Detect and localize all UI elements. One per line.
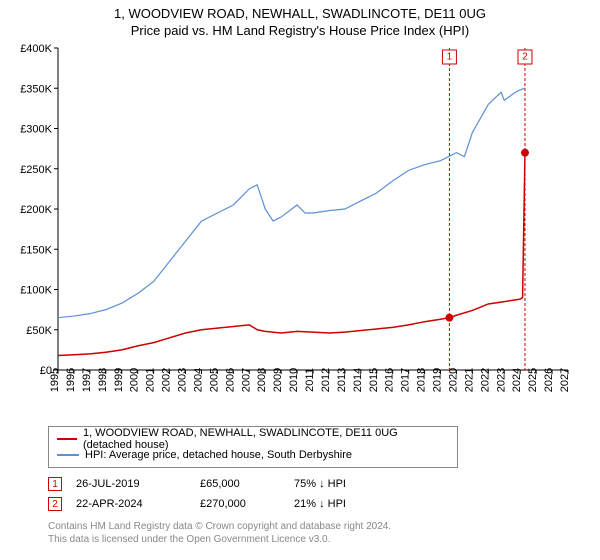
svg-text:2027: 2027 (559, 368, 571, 392)
svg-text:2006: 2006 (224, 368, 236, 392)
footer-line1: Contains HM Land Registry data © Crown c… (48, 520, 600, 533)
legend-label-hpi: HPI: Average price, detached house, Sout… (85, 449, 352, 461)
legend-label-property: 1, WOODVIEW ROAD, NEWHALL, SWADLINCOTE, … (83, 427, 449, 451)
svg-text:1: 1 (447, 52, 453, 63)
datapoint-pct-1: 75% ↓ HPI (294, 478, 394, 490)
datapoint-price-2: £270,000 (200, 498, 280, 510)
svg-text:2025: 2025 (527, 368, 539, 392)
datapoint-row-2: 2 22-APR-2024 £270,000 21% ↓ HPI (48, 494, 600, 514)
svg-text:2009: 2009 (272, 368, 284, 392)
svg-text:2021: 2021 (463, 368, 475, 392)
legend-swatch-property (57, 438, 77, 440)
svg-text:2003: 2003 (177, 368, 189, 392)
svg-text:2018: 2018 (416, 368, 428, 392)
svg-text:2001: 2001 (145, 368, 157, 392)
svg-text:£100K: £100K (20, 285, 52, 297)
svg-text:1995: 1995 (49, 368, 61, 392)
svg-text:2023: 2023 (495, 368, 507, 392)
svg-text:2004: 2004 (192, 368, 204, 392)
svg-text:2012: 2012 (320, 368, 332, 392)
legend-swatch-hpi (57, 454, 79, 456)
footer-line2: This data is licensed under the Open Gov… (48, 533, 600, 546)
svg-text:£400K: £400K (20, 43, 52, 55)
legend: 1, WOODVIEW ROAD, NEWHALL, SWADLINCOTE, … (48, 426, 458, 468)
svg-text:2024: 2024 (511, 368, 523, 392)
datapoint-price-1: £65,000 (200, 478, 280, 490)
chart-title-block: 1, WOODVIEW ROAD, NEWHALL, SWADLINCOTE, … (0, 0, 600, 40)
svg-text:£250K: £250K (20, 164, 52, 176)
svg-text:2015: 2015 (368, 368, 380, 392)
svg-text:£300K: £300K (20, 124, 52, 136)
svg-text:2019: 2019 (432, 368, 444, 392)
chart-area: £0£50K£100K£150K£200K£250K£300K£350K£400… (10, 40, 580, 420)
svg-text:2022: 2022 (479, 368, 491, 392)
svg-text:1998: 1998 (97, 368, 109, 392)
svg-text:£150K: £150K (20, 244, 52, 256)
svg-text:2002: 2002 (161, 368, 173, 392)
svg-text:2005: 2005 (208, 368, 220, 392)
svg-text:£200K: £200K (20, 204, 52, 216)
svg-text:£350K: £350K (20, 83, 52, 95)
chart-svg: £0£50K£100K£150K£200K£250K£300K£350K£400… (10, 40, 580, 420)
svg-text:1997: 1997 (81, 368, 93, 392)
datapoint-table: 1 26-JUL-2019 £65,000 75% ↓ HPI 2 22-APR… (48, 474, 600, 514)
svg-text:2017: 2017 (400, 368, 412, 392)
datapoint-marker-2: 2 (48, 497, 62, 511)
datapoint-marker-1: 1 (48, 477, 62, 491)
svg-text:2: 2 (522, 52, 528, 63)
datapoint-row-1: 1 26-JUL-2019 £65,000 75% ↓ HPI (48, 474, 600, 494)
datapoint-pct-2: 21% ↓ HPI (294, 498, 394, 510)
svg-text:1996: 1996 (65, 368, 77, 392)
svg-text:2010: 2010 (288, 368, 300, 392)
svg-text:2016: 2016 (384, 368, 396, 392)
svg-text:2000: 2000 (129, 368, 141, 392)
svg-text:2007: 2007 (240, 368, 252, 392)
svg-text:2020: 2020 (447, 368, 459, 392)
svg-text:1999: 1999 (113, 368, 125, 392)
title-line1: 1, WOODVIEW ROAD, NEWHALL, SWADLINCOTE, … (0, 6, 600, 21)
svg-text:2014: 2014 (352, 368, 364, 392)
svg-text:£50K: £50K (26, 325, 52, 337)
legend-item-property: 1, WOODVIEW ROAD, NEWHALL, SWADLINCOTE, … (57, 431, 449, 447)
datapoint-date-1: 26-JUL-2019 (76, 478, 186, 490)
svg-text:2011: 2011 (304, 368, 316, 392)
svg-text:2008: 2008 (256, 368, 268, 392)
title-line2: Price paid vs. HM Land Registry's House … (0, 23, 600, 38)
svg-text:2013: 2013 (336, 368, 348, 392)
datapoint-date-2: 22-APR-2024 (76, 498, 186, 510)
footer-attribution: Contains HM Land Registry data © Crown c… (48, 520, 600, 546)
svg-text:2026: 2026 (543, 368, 555, 392)
